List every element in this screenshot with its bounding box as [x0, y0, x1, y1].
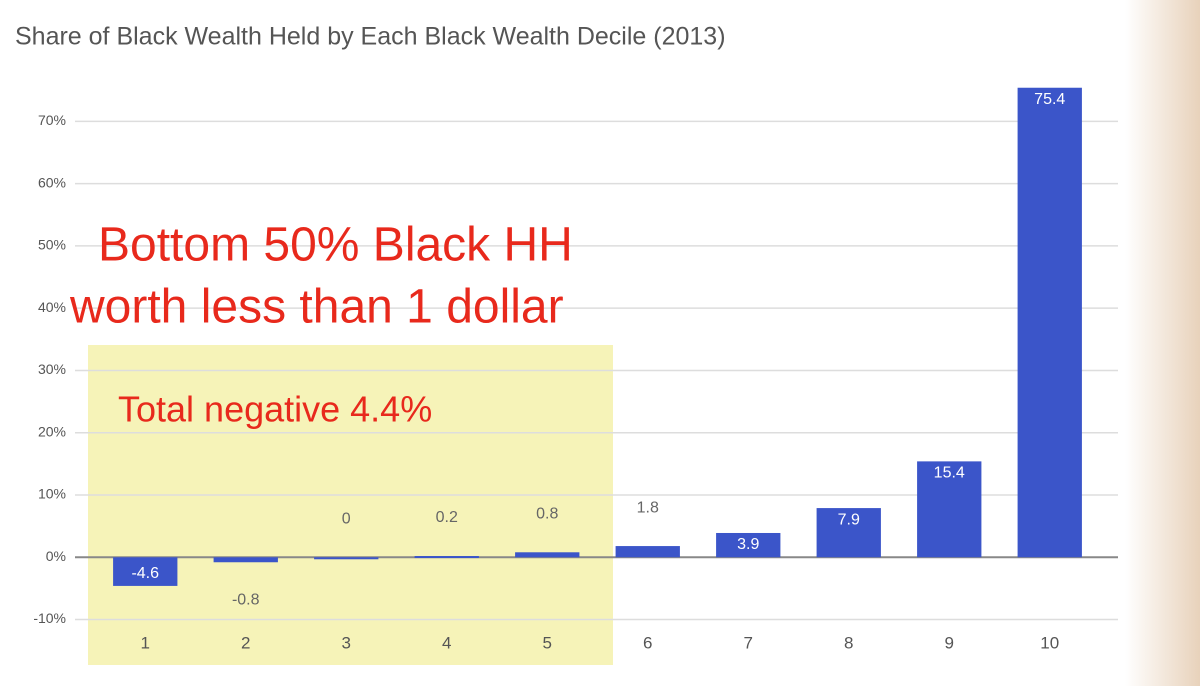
value-label: 15.4 — [934, 465, 965, 482]
highlight-box — [88, 345, 613, 665]
bar — [716, 532, 781, 558]
value-label: -0.8 — [232, 591, 260, 608]
x-tick-label: 7 — [744, 633, 753, 652]
bar — [314, 557, 379, 560]
y-tick-label: 70% — [38, 112, 66, 128]
y-tick-label: 50% — [38, 237, 66, 253]
x-tick-label: 4 — [442, 633, 451, 652]
annotation: Bottom 50% Black HH — [98, 219, 573, 272]
bar — [113, 557, 178, 586]
annotation: Total negative 4.4% — [118, 389, 432, 430]
bar — [816, 508, 881, 558]
value-label: 0 — [342, 510, 351, 527]
chart-title: Share of Black Wealth Held by Each Black… — [15, 23, 726, 51]
x-tick-label: 6 — [643, 633, 652, 652]
x-tick-label: 8 — [844, 633, 853, 652]
bar — [515, 552, 580, 558]
y-tick-label: 30% — [38, 361, 66, 377]
y-tick-label: 0% — [46, 548, 66, 564]
x-tick-label: 1 — [141, 633, 150, 652]
value-label: 3.9 — [737, 536, 759, 553]
value-label: -4.6 — [131, 565, 159, 582]
value-label: 75.4 — [1034, 91, 1065, 108]
y-tick-label: -10% — [33, 610, 66, 626]
y-tick-label: 40% — [38, 299, 66, 315]
x-tick-label: 9 — [945, 633, 954, 652]
bar — [213, 557, 278, 563]
bar — [615, 546, 680, 558]
y-tick-label: 20% — [38, 423, 66, 439]
x-tick-label: 10 — [1040, 633, 1059, 652]
value-label: 0.2 — [436, 509, 458, 526]
x-tick-label: 5 — [543, 633, 552, 652]
bar — [414, 556, 479, 559]
y-tick-label: 60% — [38, 174, 66, 190]
annotation: worth less than 1 dollar — [69, 281, 564, 334]
value-label: 0.8 — [536, 506, 558, 523]
bar — [1017, 87, 1082, 558]
value-label: 7.9 — [838, 511, 860, 528]
x-tick-label: 2 — [241, 633, 250, 652]
background-edge — [1125, 0, 1200, 686]
value-label: 1.8 — [637, 499, 659, 516]
bar — [917, 461, 982, 558]
y-tick-label: 10% — [38, 486, 66, 502]
x-tick-label: 3 — [342, 633, 351, 652]
